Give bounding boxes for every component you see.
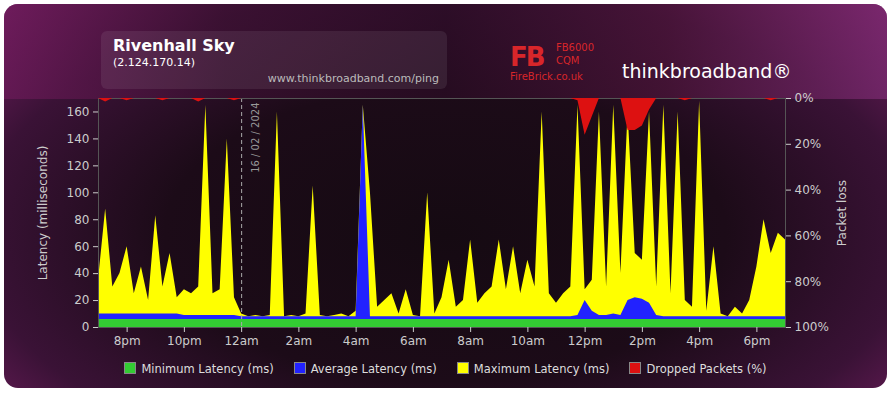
svg-text:80: 80 [74,213,89,227]
svg-text:80%: 80% [795,275,822,289]
html-text:CQM: CQM [556,55,580,66]
html-text:FB: FB [510,42,544,72]
html-text:www.thinkbroadband.com/ping: www.thinkbroadband.com/ping [267,72,439,85]
svg-text:0%: 0% [795,91,814,105]
svg-text:8am: 8am [457,334,484,348]
html-text:Maximum Latency (ms): Maximum Latency (ms) [473,362,610,376]
svg-text:140: 140 [67,132,90,146]
svg-text:160: 160 [67,105,90,119]
svg-text:2pm: 2pm [629,334,656,348]
svg-text:20: 20 [74,293,89,307]
svg-text:6am: 6am [400,334,427,348]
svg-text:Latency (milliseconds): Latency (milliseconds) [36,146,50,281]
svg-text:60%: 60% [795,229,822,243]
svg-text:40%: 40% [795,183,822,197]
svg-text:12am: 12am [224,334,258,348]
html-text:FB6000: FB6000 [556,42,595,53]
svg-text:0: 0 [82,320,90,334]
svg-text:60: 60 [74,240,89,254]
svg-text:4pm: 4pm [686,334,713,348]
html-text:Average Latency (ms): Average Latency (ms) [310,362,437,376]
svg-text:100: 100 [67,186,90,200]
html-text:(2.124.170.14): (2.124.170.14) [113,56,196,69]
svg-text:12pm: 12pm [568,334,603,348]
svg-text:120: 120 [67,159,90,173]
svg-text:6pm: 6pm [743,334,770,348]
html-text:thinkbroadband®: thinkbroadband® [622,60,792,82]
svg-text:16 / 02 / 2024: 16 / 02 / 2024 [250,103,261,173]
svg-text:4am: 4am [343,334,370,348]
svg-text:2am: 2am [286,334,313,348]
svg-text:20%: 20% [795,137,822,151]
html-text:Dropped Packets (%): Dropped Packets (%) [646,362,767,376]
svg-text:10pm: 10pm [167,334,202,348]
html-text:Rivenhall Sky: Rivenhall Sky [113,36,235,55]
svg-text:Packet loss: Packet loss [835,180,849,246]
svg-text:10am: 10am [511,334,545,348]
svg-text:8pm: 8pm [114,334,141,348]
svg-text:100%: 100% [795,320,829,334]
html-text:Minimum Latency (ms): Minimum Latency (ms) [141,362,274,376]
svg-text:40: 40 [74,266,89,280]
html-text:FireBrick.co.uk: FireBrick.co.uk [510,71,583,82]
